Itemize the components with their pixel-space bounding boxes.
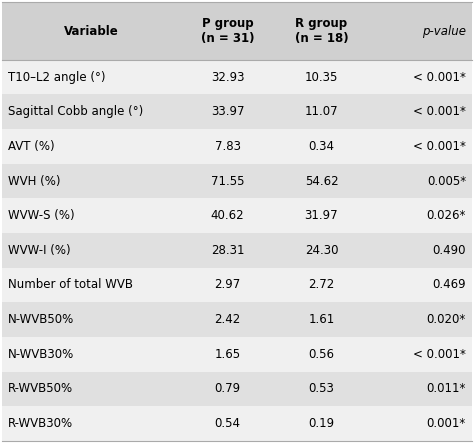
Bar [2, 233, 472, 268]
Text: 0.005*: 0.005* [427, 175, 466, 187]
Text: 71.55: 71.55 [211, 175, 245, 187]
Text: Sagittal Cobb angle (°): Sagittal Cobb angle (°) [8, 105, 143, 118]
Text: WVW-I (%): WVW-I (%) [8, 244, 71, 257]
Text: 1.61: 1.61 [309, 313, 335, 326]
Bar [2, 164, 472, 198]
Text: p-value: p-value [422, 24, 466, 38]
Text: 0.490: 0.490 [432, 244, 466, 257]
Text: P group
(n = 31): P group (n = 31) [201, 17, 255, 45]
Text: 31.97: 31.97 [305, 209, 338, 222]
Bar [2, 198, 472, 233]
Text: R-WVB50%: R-WVB50% [8, 382, 73, 395]
Text: R group
(n = 18): R group (n = 18) [295, 17, 348, 45]
Text: 40.62: 40.62 [211, 209, 245, 222]
Bar [2, 302, 472, 337]
Text: 0.026*: 0.026* [427, 209, 466, 222]
Text: WVH (%): WVH (%) [8, 175, 61, 187]
Text: 2.72: 2.72 [309, 279, 335, 291]
Text: 0.001*: 0.001* [427, 417, 466, 430]
Text: < 0.001*: < 0.001* [413, 348, 466, 361]
Text: 2.97: 2.97 [215, 279, 241, 291]
Text: 0.020*: 0.020* [427, 313, 466, 326]
Text: R-WVB30%: R-WVB30% [8, 417, 73, 430]
Text: 0.469: 0.469 [432, 279, 466, 291]
Text: 0.79: 0.79 [215, 382, 241, 395]
Text: 10.35: 10.35 [305, 70, 338, 84]
Text: < 0.001*: < 0.001* [413, 70, 466, 84]
Text: 32.93: 32.93 [211, 70, 245, 84]
Text: AVT (%): AVT (%) [8, 140, 55, 153]
Text: 54.62: 54.62 [305, 175, 338, 187]
Text: 0.56: 0.56 [309, 348, 335, 361]
Bar [2, 372, 472, 406]
Text: 0.54: 0.54 [215, 417, 241, 430]
Bar [2, 129, 472, 164]
Bar [2, 94, 472, 129]
Text: 33.97: 33.97 [211, 105, 245, 118]
Text: 2.42: 2.42 [215, 313, 241, 326]
Text: T10–L2 angle (°): T10–L2 angle (°) [8, 70, 106, 84]
Text: 0.53: 0.53 [309, 382, 334, 395]
Text: 28.31: 28.31 [211, 244, 245, 257]
Text: N-WVB50%: N-WVB50% [8, 313, 74, 326]
Text: < 0.001*: < 0.001* [413, 105, 466, 118]
Text: 24.30: 24.30 [305, 244, 338, 257]
Text: 7.83: 7.83 [215, 140, 241, 153]
Bar [2, 2, 472, 60]
Text: 11.07: 11.07 [305, 105, 338, 118]
Text: 0.011*: 0.011* [427, 382, 466, 395]
Text: 0.34: 0.34 [309, 140, 335, 153]
Bar [2, 268, 472, 302]
Text: Number of total WVB: Number of total WVB [8, 279, 133, 291]
Bar [2, 337, 472, 372]
Text: N-WVB30%: N-WVB30% [8, 348, 74, 361]
Text: Variable: Variable [64, 24, 119, 38]
Text: 0.19: 0.19 [309, 417, 335, 430]
Text: 1.65: 1.65 [215, 348, 241, 361]
Bar [2, 406, 472, 441]
Bar [2, 60, 472, 94]
Text: WVW-S (%): WVW-S (%) [8, 209, 75, 222]
Text: < 0.001*: < 0.001* [413, 140, 466, 153]
